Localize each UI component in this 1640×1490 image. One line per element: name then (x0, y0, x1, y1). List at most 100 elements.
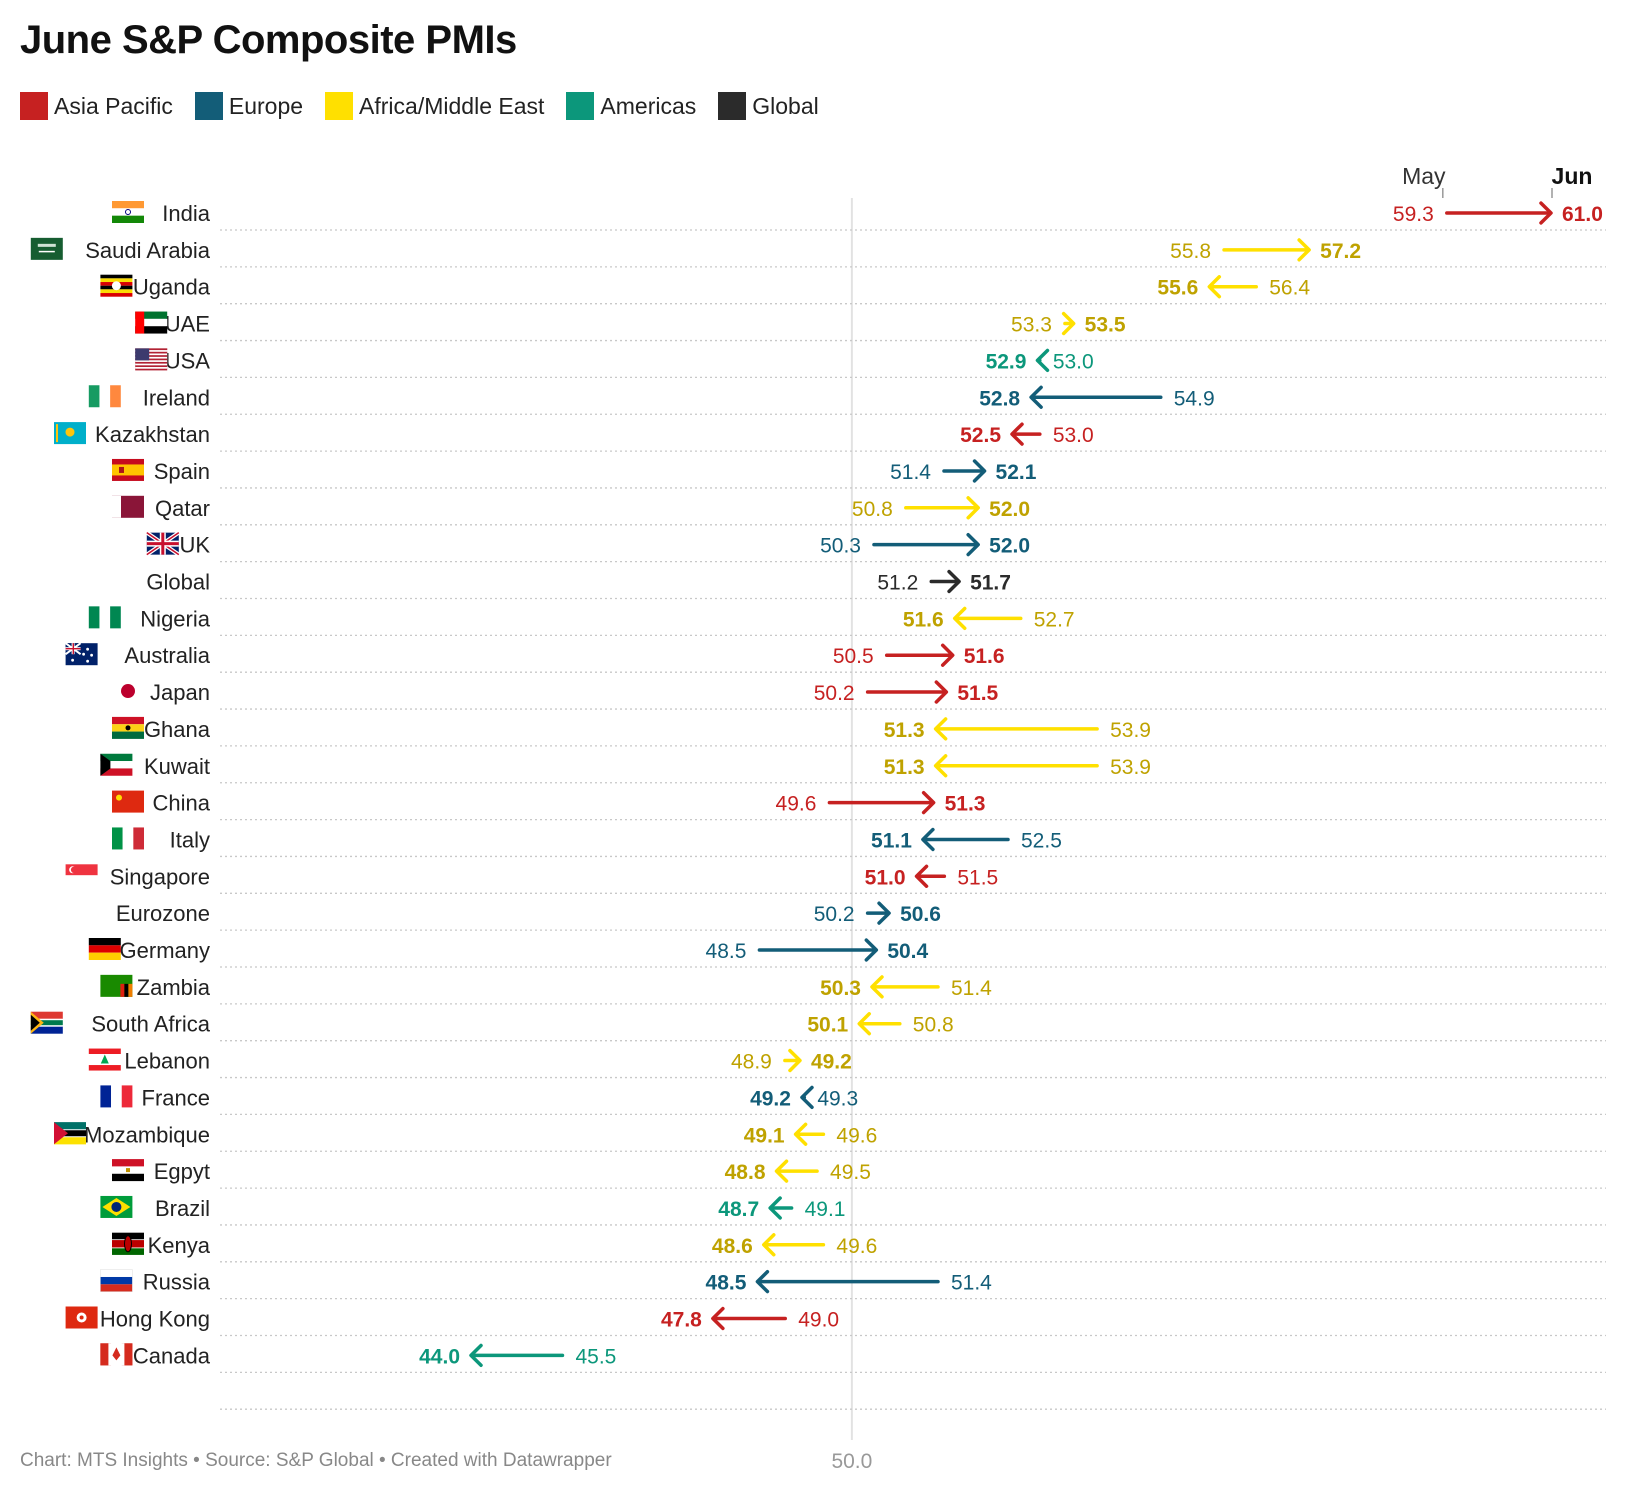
country-label: Eurozone (116, 901, 210, 926)
flag-part (135, 348, 150, 361)
flag-part (135, 326, 168, 334)
jun-value-label: 57.2 (1320, 240, 1361, 263)
arrow-head (934, 680, 949, 704)
flag-part (30, 237, 63, 260)
flag-part (112, 716, 144, 725)
country-label: Nigeria (140, 606, 210, 631)
flag-part (112, 827, 123, 850)
flag-part (88, 945, 121, 953)
flag-part (100, 768, 133, 776)
may-value-label: 50.2 (814, 903, 855, 926)
legend-label-europe: Europe (228, 92, 304, 119)
legend-label-global: Global (752, 92, 819, 119)
country-label: Ireland (143, 385, 210, 410)
country-label: Australia (124, 643, 210, 668)
row-nigeria: Nigeria 52.7 51.6 (88, 606, 1606, 636)
may-value-label: 53.0 (1053, 424, 1094, 447)
jun-value-label: 48.5 (706, 1272, 747, 1295)
flag-part (121, 684, 135, 699)
legend-label-americas: Americas (600, 92, 697, 119)
flag-part (135, 358, 168, 361)
arrow-head (947, 569, 961, 594)
flag-part (135, 361, 168, 364)
legend-label-africa-middle-east: Africa/Middle East (359, 92, 545, 119)
flag-part (88, 952, 121, 960)
flag-part (100, 278, 133, 283)
country-label: Canada (133, 1343, 211, 1368)
nigeria-flag-icon (88, 606, 121, 629)
row-japan: Japan 50.2 51.5 (112, 680, 1606, 710)
jun-value-label: 44.0 (419, 1345, 460, 1368)
flag-part (88, 938, 121, 946)
flag-part (135, 351, 168, 354)
canada-flag-icon (100, 1343, 133, 1366)
arrow-head (1539, 201, 1553, 225)
row-eurozone: Eurozone 50.2 50.6 (116, 901, 1606, 931)
country-label: Uganda (133, 275, 211, 300)
arrow-head (762, 1233, 776, 1257)
chart-footer: Chart: MTS Insights • Source: S&P Global… (20, 1450, 612, 1471)
flag-part (112, 790, 144, 813)
jun-value-label: 49.2 (750, 1087, 791, 1110)
legend-swatch-global (718, 92, 747, 120)
row-brazil: Brazil 49.1 48.7 (100, 1195, 1606, 1226)
jun-value-label: 48.6 (712, 1235, 753, 1258)
may-value-label: 53.9 (1110, 719, 1151, 742)
flag-part (135, 368, 168, 371)
country-label: Ghana (144, 717, 211, 742)
qatar-flag-icon (112, 495, 144, 518)
may-value-label: 59.3 (1393, 203, 1434, 226)
flag-part (125, 209, 131, 215)
arrow-head (800, 1085, 814, 1110)
flag-part (99, 385, 111, 408)
may-value-label: 49.6 (836, 1235, 877, 1258)
uk-flag-icon (145, 531, 180, 557)
country-label: Germany (120, 938, 210, 963)
mozambique-flag-icon (54, 1122, 86, 1145)
arrow-head (914, 864, 929, 888)
flag-part (65, 875, 98, 887)
country-label: Brazil (155, 1196, 210, 1221)
arrow-head (793, 1122, 808, 1146)
flag-part (70, 866, 78, 873)
arrow-head (966, 533, 980, 557)
flag-part (124, 1343, 133, 1366)
jun-value-label: 47.8 (661, 1309, 702, 1332)
arrow-head (972, 459, 987, 483)
italy-flag-icon (112, 827, 144, 850)
flag-part (37, 243, 56, 247)
row-italy: Italy 52.5 51.1 (112, 827, 1606, 858)
row-australia: Australia 50.5 51.6 (65, 642, 1606, 673)
flag-part (120, 983, 125, 997)
flag-part (100, 289, 133, 294)
flag-part (128, 983, 133, 997)
may-value-label: 48.9 (731, 1051, 772, 1074)
flag-part (111, 1085, 122, 1108)
jun-value-label: 53.5 (1085, 314, 1126, 337)
may-value-label: 51.2 (877, 572, 918, 595)
flag-part (133, 827, 144, 850)
row-uk: UK 50.3 52.0 (145, 531, 1606, 563)
legend-swatch-europe (194, 92, 223, 120)
jun-value-label: 50.3 (820, 977, 861, 1000)
spain-flag-icon (112, 458, 144, 481)
chart-title: June S&P Composite PMIs (20, 18, 517, 62)
flag-part (100, 274, 133, 279)
jun-value-label: 51.7 (970, 572, 1011, 595)
jun-value-label: 51.6 (964, 645, 1005, 668)
may-value-label: 50.2 (814, 682, 855, 705)
flag-part (71, 658, 74, 662)
flag-part (135, 311, 145, 334)
flag-part (30, 1014, 40, 1031)
jun-value-label: 51.6 (903, 608, 944, 631)
arrow-head (1029, 385, 1043, 409)
country-label: China (153, 791, 211, 816)
row-uae: UAE 53.3 53.5 (135, 311, 1606, 342)
flag-part (122, 827, 134, 850)
flag-part (112, 215, 144, 223)
flag-part (135, 355, 168, 357)
flag-part (90, 653, 93, 657)
arrow-head (940, 643, 955, 667)
arrow-head (1010, 422, 1024, 446)
may-value-label: 49.3 (817, 1087, 858, 1110)
